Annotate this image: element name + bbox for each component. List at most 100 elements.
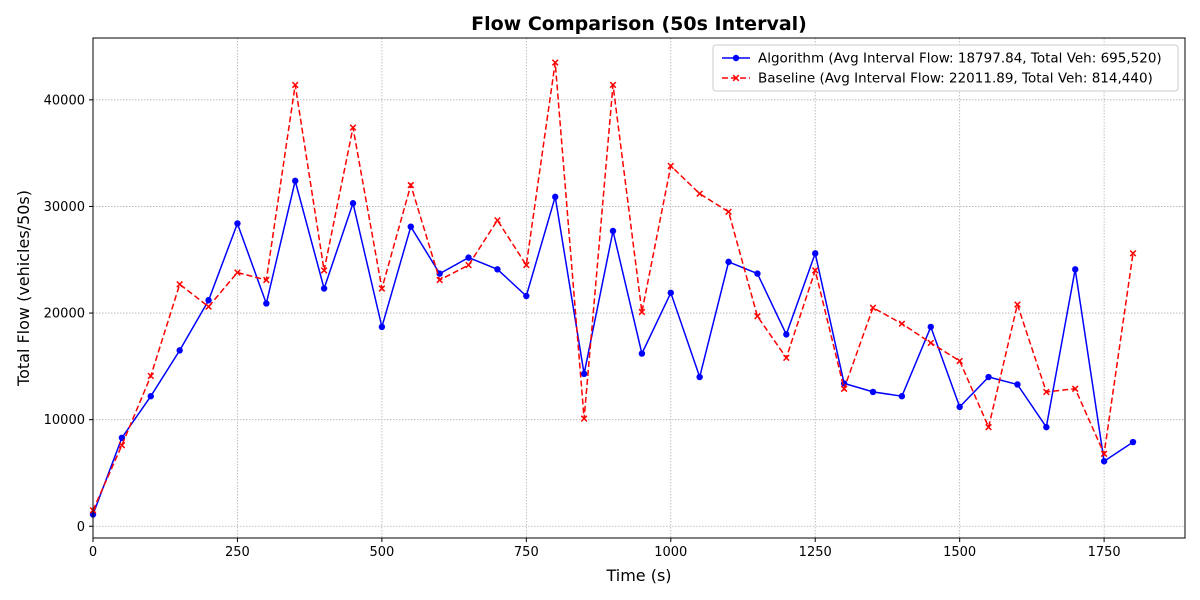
series-2-point [609, 81, 617, 89]
series-1-point [696, 373, 703, 381]
series-2-point [320, 267, 328, 274]
series-1-point [176, 347, 183, 354]
series-2-point [118, 441, 126, 449]
series-2 [89, 59, 1137, 514]
series-2-point [696, 190, 703, 197]
series-2-point [956, 357, 963, 365]
series-1-point [118, 434, 126, 441]
series-2-point [436, 276, 443, 284]
series-1-point [1043, 423, 1050, 431]
series-1-point [234, 220, 241, 227]
series-layer [89, 59, 1137, 518]
series-1-point [378, 323, 386, 331]
series-2-point [985, 423, 992, 431]
series-1-point [1072, 266, 1079, 273]
x-tick-label: 0 [89, 545, 97, 560]
chart-title: Flow Comparison (50s Interval) [471, 13, 807, 35]
legend-entry-1: Algorithm (Avg Interval Flow: 18797.84, … [722, 51, 1162, 67]
x-tick-label: 500 [369, 545, 394, 560]
series-1-point [783, 331, 790, 338]
legend-label: Algorithm (Avg Interval Flow: 18797.84, … [758, 51, 1162, 67]
series-1-point [407, 223, 414, 230]
series-1-point [436, 270, 443, 277]
series-2-point [667, 162, 675, 170]
series-2-point [205, 303, 212, 310]
legend-marker-swatch [732, 74, 740, 82]
series-2-point [349, 124, 357, 131]
y-tick-label: 30000 [44, 200, 85, 215]
series-2-point [811, 267, 819, 274]
series-2-point [263, 276, 270, 284]
series-1-point [927, 323, 934, 331]
series-1-point [552, 193, 559, 201]
series-1 [89, 177, 1137, 518]
series-1-point [1014, 381, 1021, 388]
series-2-point [147, 372, 155, 380]
series-2-point [783, 354, 790, 362]
legend-entry-2: Baseline (Avg Interval Flow: 22011.89, T… [722, 71, 1153, 87]
y-tick-label: 40000 [44, 93, 85, 108]
series-1-point [465, 254, 472, 261]
series-1-point [869, 388, 877, 396]
series-1-point [725, 258, 732, 266]
series-1-point [985, 373, 992, 381]
x-tick-label: 1000 [654, 545, 687, 560]
x-tick-label: 750 [514, 545, 539, 560]
series-1-point [292, 177, 299, 185]
series-2-point [1071, 385, 1079, 393]
legend-entries: Algorithm (Avg Interval Flow: 18797.84, … [722, 51, 1162, 87]
series-1-point [1100, 458, 1108, 465]
series-1-point [667, 289, 674, 296]
series-2-point [898, 320, 906, 328]
series-2-point [1014, 301, 1021, 308]
series-2-point [551, 59, 559, 66]
series-2-point [176, 280, 183, 288]
series-2-point [869, 304, 877, 312]
y-axis-label: Total Flow (vehicles/50s) [14, 190, 33, 387]
series-2-point [1129, 250, 1137, 257]
series-2-point [927, 339, 935, 347]
series-1-point [1129, 438, 1137, 446]
legend-box [712, 44, 1179, 92]
series-1-point [638, 350, 646, 357]
plot-frame [92, 37, 1186, 539]
series-1-point [205, 297, 212, 304]
series-2-point [754, 312, 761, 320]
series-1-point [609, 227, 617, 235]
series-1-point [263, 300, 270, 307]
series-1-point [754, 270, 761, 277]
series-2-point [638, 308, 646, 316]
series-2-point [523, 261, 530, 269]
series-2-point [291, 81, 299, 89]
y-tick-label: 10000 [44, 413, 85, 428]
series-1-point [349, 200, 357, 207]
legend-label: Baseline (Avg Interval Flow: 22011.89, T… [758, 71, 1153, 87]
series-1-point [523, 292, 530, 300]
series-1-point [956, 403, 963, 411]
axis-ticks: 0 250 500 750 1000 1250 1500 1750 0 10000 20000 300… [44, 93, 1121, 560]
x-tick-label: 1500 [943, 545, 976, 560]
y-tick-label: 20000 [44, 307, 85, 322]
series-2-point [494, 216, 501, 224]
series-2-point [234, 269, 241, 276]
series-2-point [840, 385, 848, 393]
y-tick-label: 0 [77, 520, 85, 535]
series-2-point [580, 415, 588, 422]
x-tick-label: 250 [225, 545, 250, 560]
series-1-point [812, 250, 819, 257]
series-2-point [725, 208, 732, 216]
series-2-point [1042, 388, 1050, 396]
series-2-point [1100, 450, 1108, 458]
x-tick-label: 1250 [799, 545, 832, 560]
series-1-point [580, 370, 588, 378]
legend: Algorithm (Avg Interval Flow: 18797.84, … [712, 44, 1179, 92]
series-2-point [465, 261, 472, 269]
series-2-point [407, 181, 415, 189]
x-tick-label: 1750 [1088, 545, 1121, 560]
series-2-point [378, 285, 386, 292]
x-axis-label: Time (s) [605, 566, 671, 585]
series-1-point [320, 285, 328, 292]
legend-marker-swatch [732, 54, 740, 62]
